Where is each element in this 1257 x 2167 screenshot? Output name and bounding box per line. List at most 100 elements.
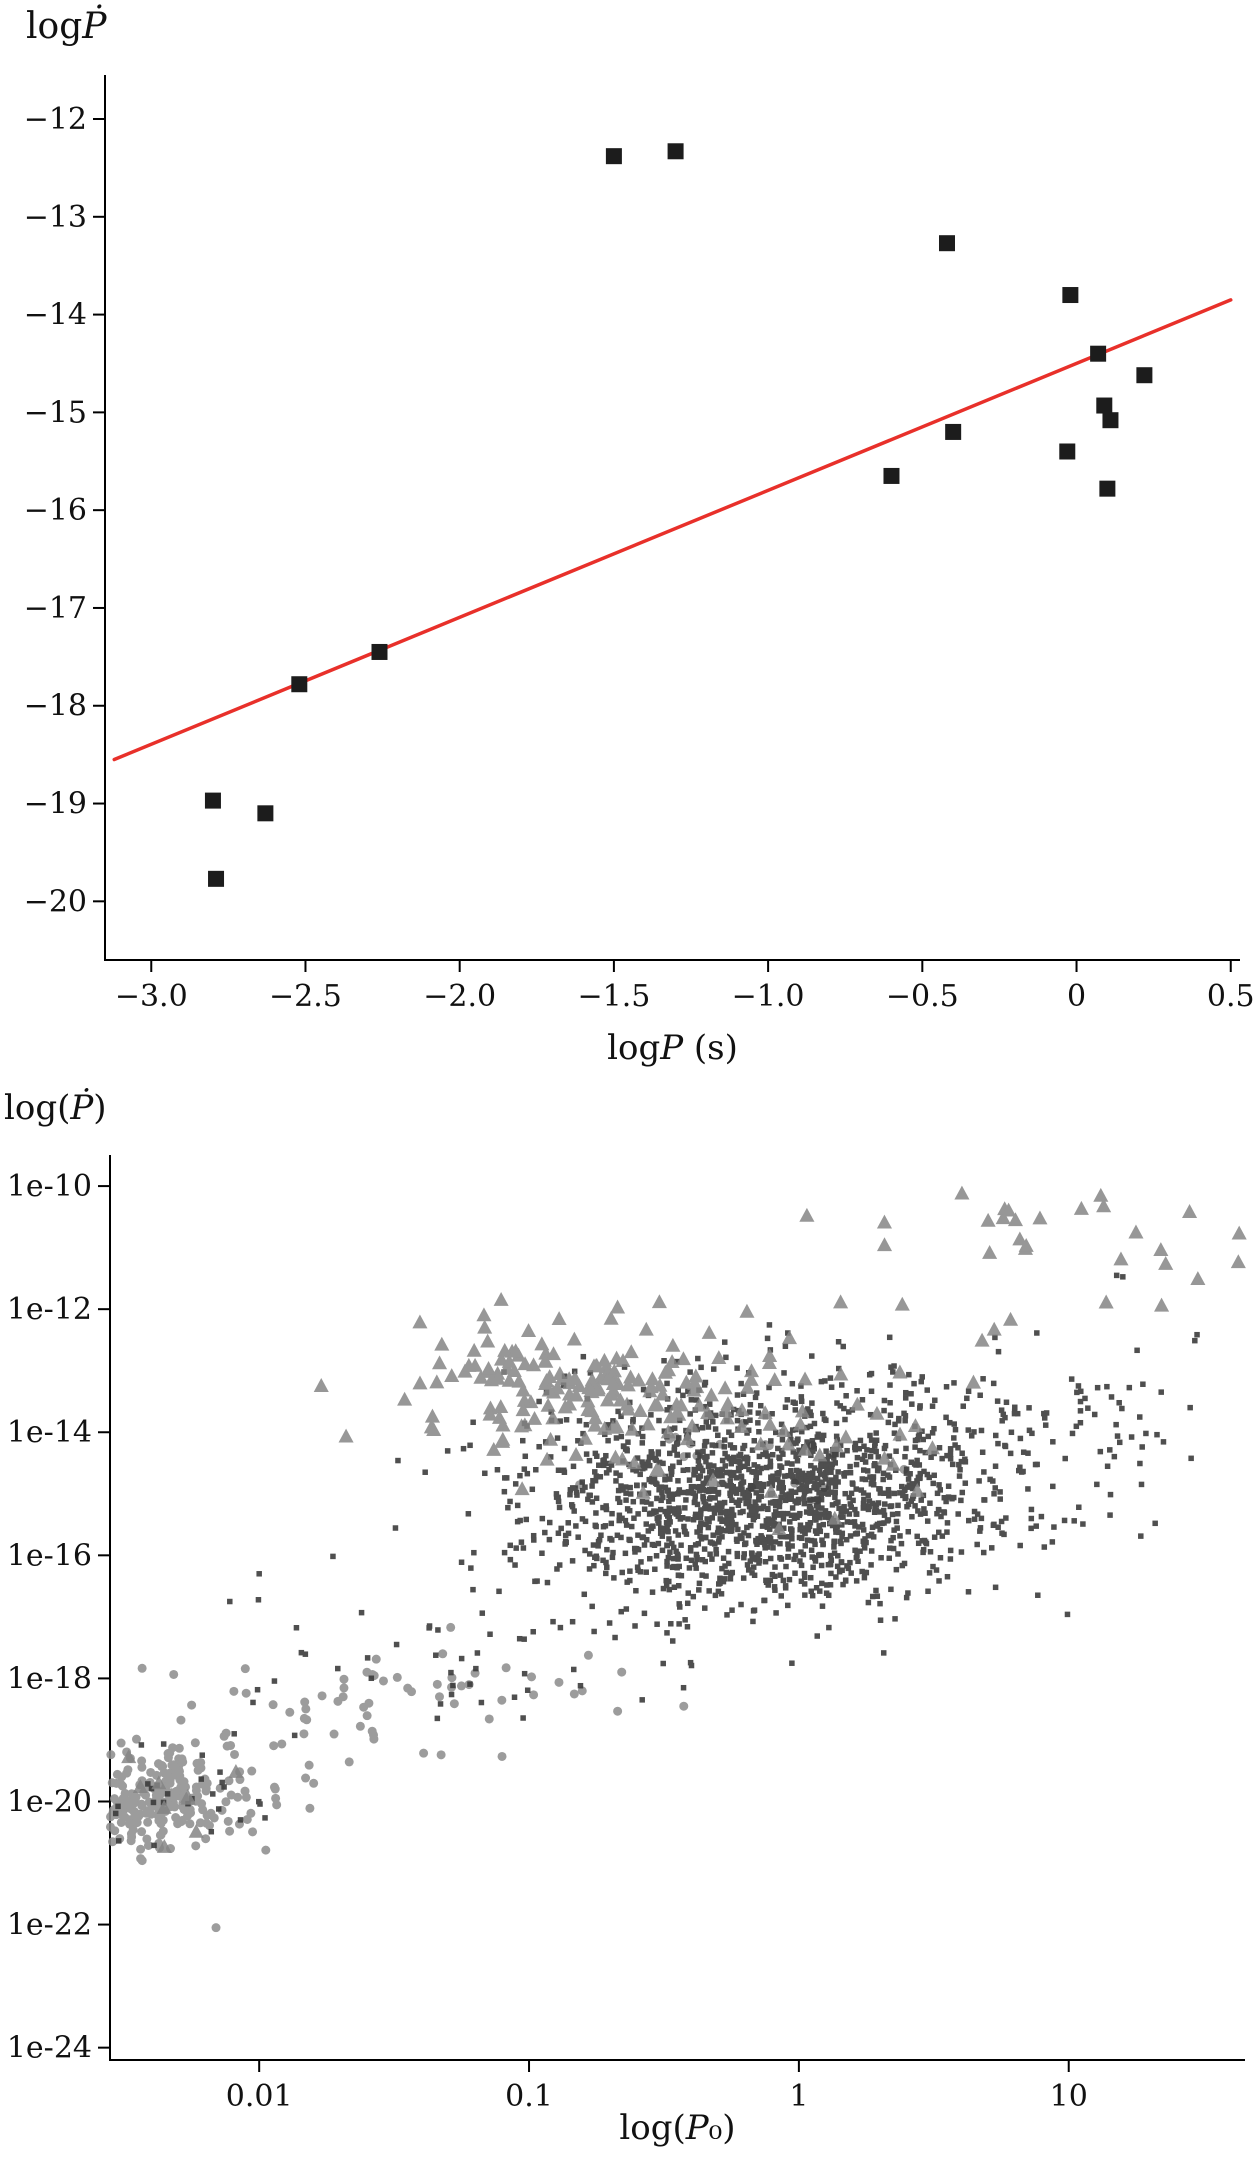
data-point-dot xyxy=(708,1505,714,1512)
data-point-dot xyxy=(661,1357,667,1364)
y-tick-label: 1e-14 xyxy=(7,1415,92,1450)
data-point-dot xyxy=(707,1539,714,1545)
data-point-dot xyxy=(522,1453,529,1460)
data-point-circle xyxy=(111,1778,121,1788)
data-point-dot xyxy=(990,1478,996,1484)
data-point-dot xyxy=(744,1430,750,1436)
data-point-circle xyxy=(484,1714,494,1724)
data-point-dot xyxy=(808,1588,815,1595)
data-point-dot xyxy=(256,1798,262,1805)
data-point-dot xyxy=(717,1516,723,1522)
data-point-dot xyxy=(1160,1439,1167,1445)
data-point-dot xyxy=(881,1520,887,1526)
data-point-dot xyxy=(793,1467,800,1474)
data-point-triangle xyxy=(515,1382,531,1397)
data-point-dot xyxy=(790,1440,797,1447)
data-point-dot xyxy=(915,1508,921,1514)
data-point-dot xyxy=(1017,1435,1024,1442)
data-point-dot xyxy=(1026,1405,1032,1411)
data-point-dot xyxy=(724,1612,730,1618)
data-point-dot xyxy=(769,1482,776,1489)
data-point-dot xyxy=(885,1472,891,1478)
data-point-triangle xyxy=(619,1396,635,1411)
data-point-dot xyxy=(965,1388,972,1395)
data-point-dot xyxy=(861,1496,867,1503)
data-point-dot xyxy=(744,1524,750,1531)
data-point-dot xyxy=(798,1486,804,1492)
data-point-dot xyxy=(808,1547,815,1553)
data-point-dot xyxy=(1001,1531,1007,1538)
data-point-circle xyxy=(170,1789,180,1799)
data-point-triangle xyxy=(477,1319,493,1334)
data-point-dot xyxy=(744,1562,751,1568)
data-point-triangle xyxy=(527,1410,543,1425)
data-point-dot xyxy=(702,1501,709,1508)
data-point-dot xyxy=(980,1376,986,1382)
data-point-dot xyxy=(861,1443,867,1450)
data-point-dot xyxy=(897,1490,903,1496)
data-point-dot xyxy=(782,1343,789,1349)
data-point-dot xyxy=(803,1484,810,1490)
data-point-dot xyxy=(872,1505,878,1512)
data-point-dot xyxy=(468,1565,474,1571)
data-point-dot xyxy=(785,1541,791,1547)
data-point-circle xyxy=(554,1677,564,1687)
data-point-dot xyxy=(1050,1439,1056,1445)
data-point-dot xyxy=(393,1641,400,1648)
data-point-dot xyxy=(877,1490,884,1496)
data-point-triangle xyxy=(603,1310,619,1325)
data-point-dot xyxy=(587,1370,594,1376)
data-point-dot xyxy=(909,1485,916,1492)
data-point-dot xyxy=(660,1494,666,1501)
data-point-triangle xyxy=(640,1416,656,1431)
data-point-triangle xyxy=(481,1360,497,1375)
data-point-triangle xyxy=(833,1294,849,1309)
data-point-circle xyxy=(221,1728,231,1738)
data-point-dot xyxy=(795,1477,801,1483)
data-point-dot xyxy=(813,1503,820,1509)
data-point-dot xyxy=(795,1499,801,1506)
data-point-dot xyxy=(771,1523,777,1529)
data-point-dot xyxy=(718,1591,725,1597)
data-point-dot xyxy=(685,1388,691,1395)
data-point-dot xyxy=(666,1492,672,1498)
data-point-dot xyxy=(741,1541,748,1548)
data-point-dot xyxy=(813,1585,820,1591)
data-point-dot xyxy=(596,1462,602,1468)
data-point-dot xyxy=(1000,1411,1007,1418)
data-point-circle xyxy=(501,1663,511,1673)
data-point-triangle xyxy=(1032,1210,1048,1225)
data-point-triangle xyxy=(480,1333,496,1348)
data-point-dot xyxy=(777,1498,783,1505)
data-point-dot xyxy=(947,1446,954,1452)
data-point-circle xyxy=(187,1700,197,1710)
data-point-dot xyxy=(712,1442,719,1449)
data-point-dot xyxy=(764,1335,771,1342)
data-point-dot xyxy=(688,1557,695,1564)
data-point-dot xyxy=(968,1433,975,1439)
data-point-dot xyxy=(665,1554,672,1561)
data-point-dot xyxy=(570,1463,577,1470)
data-point-dot xyxy=(964,1395,970,1402)
data-point-dot xyxy=(885,1419,892,1426)
data-point-dot xyxy=(602,1523,609,1529)
data-point-circle xyxy=(304,1760,314,1770)
data-point-dot xyxy=(750,1564,757,1570)
data-point-dot xyxy=(831,1544,837,1550)
data-point-dot xyxy=(580,1353,587,1360)
data-point-dot xyxy=(766,1481,773,1487)
data-point-dot xyxy=(741,1530,747,1536)
data-point-dot xyxy=(717,1575,723,1582)
data-point-triangle xyxy=(517,1417,533,1432)
data-point-dot xyxy=(743,1454,750,1461)
data-point-dot xyxy=(1119,1405,1125,1412)
data-point-dot xyxy=(912,1437,919,1444)
data-point-dot xyxy=(792,1552,799,1559)
data-point-dot xyxy=(789,1660,795,1666)
data-point-circle xyxy=(301,1704,311,1714)
data-point-dot xyxy=(571,1666,577,1673)
data-point-dot xyxy=(693,1397,700,1403)
data-point-dot xyxy=(806,1470,812,1477)
data-point-dot xyxy=(1187,1404,1193,1411)
data-point-dot xyxy=(653,1553,660,1559)
